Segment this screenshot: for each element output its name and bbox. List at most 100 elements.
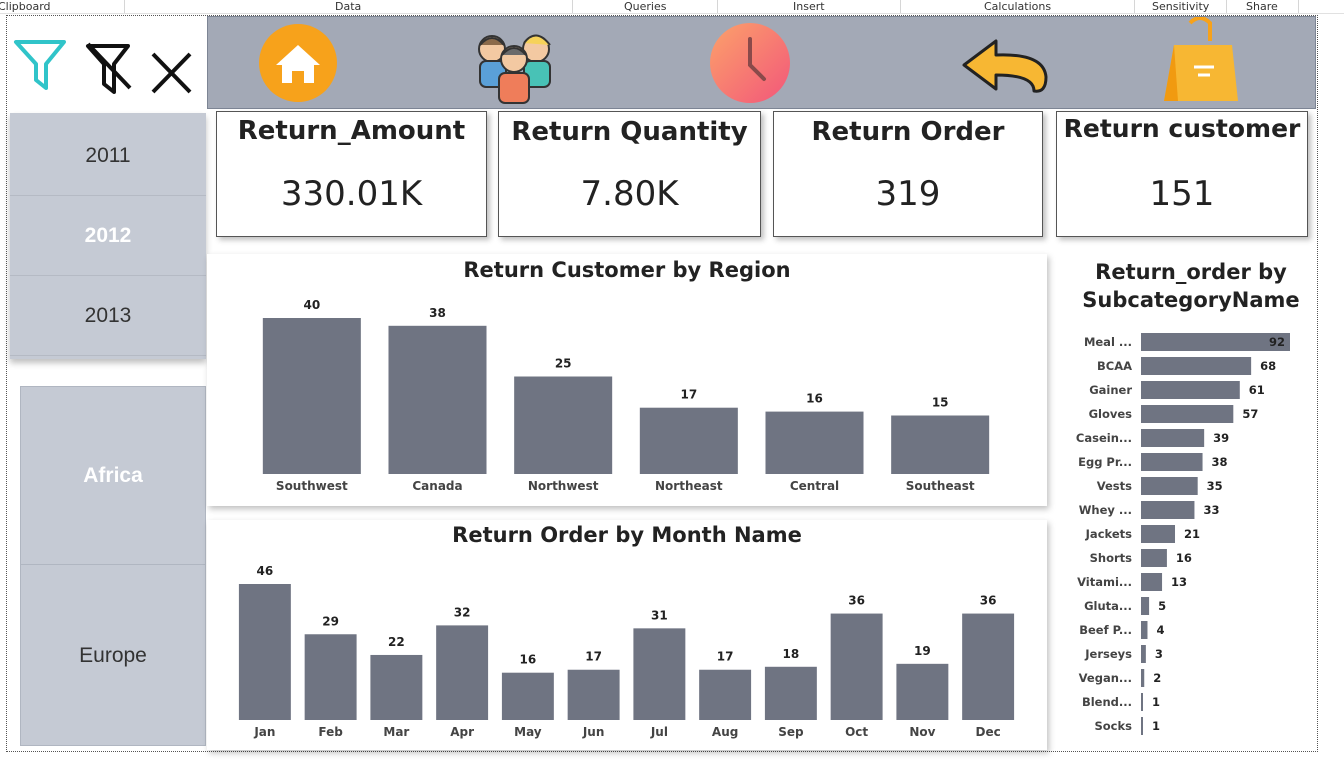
region-chart-panel: Return Customer by Region 40 Southwest 38 C… (207, 254, 1047, 506)
category-label: Vegan... (1079, 671, 1132, 685)
bar-jul[interactable] (633, 628, 686, 720)
bar-subcategory[interactable] (1141, 381, 1240, 399)
category-label: Southwest (276, 479, 348, 493)
data-label: 32 (454, 605, 471, 619)
data-label: 35 (1207, 479, 1223, 493)
bar-subcategory[interactable] (1141, 333, 1290, 351)
data-label: 17 (717, 650, 734, 664)
bar-subcategory[interactable] (1141, 549, 1167, 567)
category-label: Socks (1095, 719, 1133, 733)
bar-sep[interactable] (764, 666, 817, 720)
bar-subcategory[interactable] (1141, 669, 1145, 687)
category-label: Southeast (906, 479, 975, 493)
bar-subcategory[interactable] (1141, 645, 1146, 663)
bar-subcategory[interactable] (1141, 405, 1234, 423)
data-label: 1 (1152, 695, 1160, 709)
kpi-card-return-order: Return Order 319 (773, 111, 1043, 237)
bar-central[interactable] (765, 411, 864, 474)
category-label: Jerseys (1084, 647, 1132, 661)
region-bar-chart: 40 Southwest 38 Canada 25 Northwest 17 Northeas… (262, 298, 990, 493)
month-chart-panel: Return Order by Month Name 46 Jan 29 Feb 22 M… (207, 520, 1047, 750)
bar-subcategory[interactable] (1141, 717, 1143, 735)
data-label: 33 (1203, 503, 1219, 517)
kpi-title: Return Quantity (511, 117, 748, 147)
category-label: Northeast (655, 479, 723, 493)
bar-mar[interactable] (370, 654, 423, 720)
bar-aug[interactable] (699, 669, 752, 720)
category-label: Jul (650, 725, 668, 739)
kpi-value: 319 (875, 174, 941, 214)
bar-subcategory[interactable] (1141, 573, 1163, 591)
data-label: 16 (1176, 551, 1192, 565)
bar-southeast[interactable] (891, 415, 990, 475)
bar-subcategory[interactable] (1141, 597, 1150, 615)
kpi-card-return-amount: Return_Amount 330.01K (216, 111, 487, 237)
data-label: 29 (322, 614, 339, 628)
bar-subcategory[interactable] (1141, 477, 1198, 495)
data-label: 16 (520, 653, 537, 667)
bar-southwest[interactable] (262, 318, 361, 474)
data-label: 15 (932, 396, 949, 410)
bar-nov[interactable] (896, 663, 949, 720)
filter-toolbar (8, 16, 206, 109)
region-option-europe[interactable]: Europe (79, 644, 147, 667)
category-label: Jun (582, 725, 605, 739)
data-label: 19 (914, 644, 931, 658)
ribbon-group-share[interactable]: Share (1246, 0, 1278, 13)
shopping-bag-icon[interactable] (1164, 16, 1238, 101)
bar-apr[interactable] (436, 625, 489, 720)
bar-dec[interactable] (962, 613, 1015, 720)
kpi-title: Return customer (1063, 114, 1301, 143)
close-icon[interactable] (151, 52, 192, 94)
bar-subcategory[interactable] (1141, 501, 1195, 519)
bar-canada[interactable] (388, 325, 487, 474)
year-option-2012[interactable]: 2012 (10, 196, 206, 276)
chart-title: Return_order by SubcategoryName (1082, 260, 1300, 312)
bar-jan[interactable] (238, 584, 291, 720)
region-option-africa[interactable]: Africa (21, 387, 205, 565)
bar-feb[interactable] (304, 634, 357, 720)
category-label: Blend... (1082, 695, 1132, 709)
bar-jun[interactable] (567, 669, 620, 720)
category-label: Jackets (1085, 527, 1132, 541)
customers-icon[interactable] (478, 34, 551, 104)
home-icon[interactable] (259, 24, 337, 102)
year-option-2011[interactable]: 2011 (10, 116, 206, 196)
bar-subcategory[interactable] (1141, 693, 1143, 711)
ribbon-group-data[interactable]: Data (335, 0, 362, 13)
bar-subcategory[interactable] (1141, 453, 1203, 471)
data-label: 18 (783, 647, 800, 661)
bar-northeast[interactable] (639, 407, 738, 474)
ribbon-group-calculations[interactable]: Calculations (984, 0, 1052, 13)
year-option-2013[interactable]: 2013 (10, 276, 206, 356)
ribbon-group-queries[interactable]: Queries (624, 0, 667, 13)
bar-may[interactable] (501, 672, 554, 720)
ribbon-group-sensitivity[interactable]: Sensitivity (1152, 0, 1210, 13)
back-arrow-icon[interactable] (962, 39, 1048, 93)
bar-subcategory[interactable] (1141, 621, 1148, 639)
category-label: Oct (845, 725, 868, 739)
navigation-bar (207, 16, 1316, 109)
category-label: Canada (412, 479, 462, 493)
data-label: 61 (1249, 383, 1265, 397)
category-label: Gloves (1089, 407, 1133, 421)
filter-icon[interactable] (14, 40, 66, 90)
category-label: Casein... (1076, 431, 1132, 445)
bar-subcategory[interactable] (1141, 429, 1205, 447)
chart-title: Return Customer by Region (463, 258, 791, 282)
ribbon-group-insert[interactable]: Insert (793, 0, 825, 13)
clock-icon[interactable] (710, 23, 790, 103)
bar-oct[interactable] (830, 613, 883, 720)
data-label: 39 (1213, 431, 1229, 445)
ribbon-group-clipboard[interactable]: Clipboard (0, 0, 51, 13)
kpi-card-return-quantity: Return Quantity 7.80K (498, 111, 761, 237)
bar-subcategory[interactable] (1141, 525, 1176, 543)
data-label: 5 (1158, 599, 1166, 613)
kpi-value: 330.01K (280, 174, 423, 214)
category-label: Mar (383, 725, 409, 739)
category-label: Nov (909, 725, 935, 739)
bar-subcategory[interactable] (1141, 357, 1252, 375)
clear-filter-icon[interactable] (86, 42, 132, 94)
bar-northwest[interactable] (514, 376, 613, 475)
chart-title: Return Order by Month Name (452, 523, 802, 547)
